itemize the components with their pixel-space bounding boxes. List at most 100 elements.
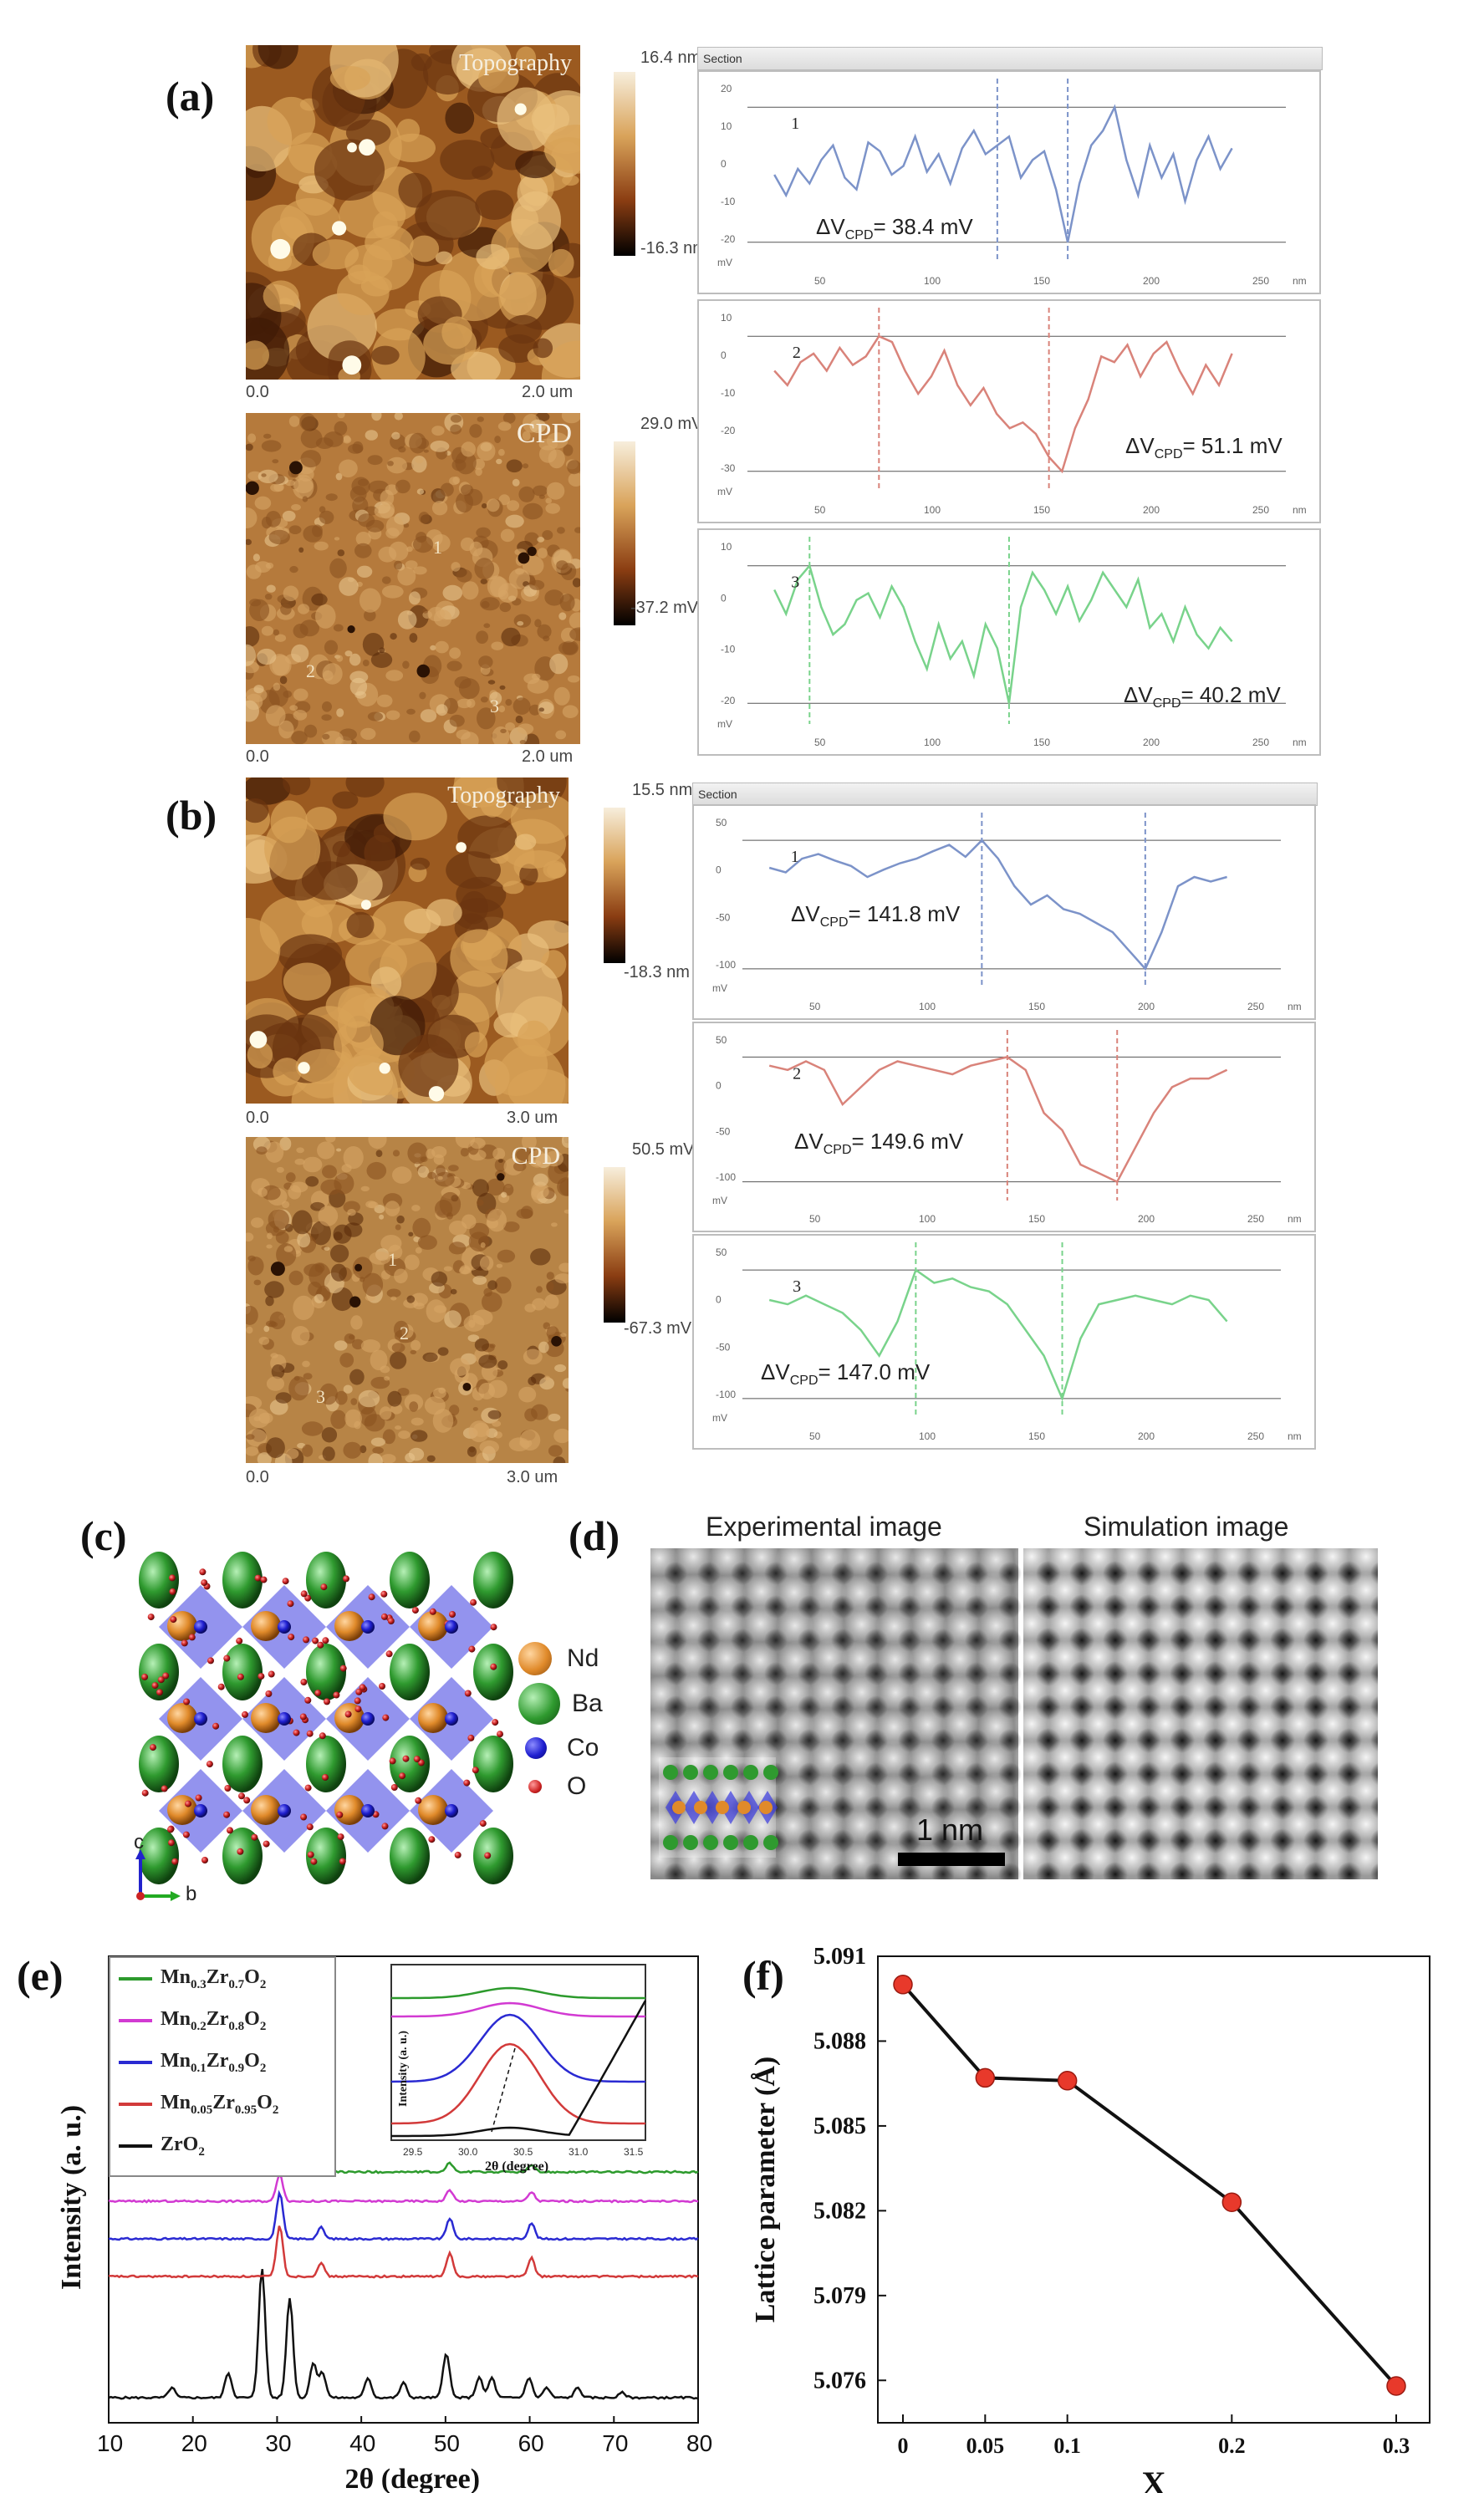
section-profile-b1: 50 0 -50 -100 mV 50 100 150 200 250 nm 1 ΔVCPD= 141…	[692, 804, 1316, 1020]
afm-grain	[561, 413, 580, 424]
afm-grain	[302, 1444, 314, 1457]
nd-atom	[251, 1795, 281, 1825]
afm-grain	[480, 597, 500, 611]
afm-grain	[261, 473, 267, 477]
afm-grain	[569, 627, 580, 641]
afm-grain	[448, 1221, 467, 1236]
y-tick-label: 0	[721, 592, 727, 604]
afm-grain	[435, 640, 449, 654]
afm-grain	[537, 624, 552, 640]
afm-grain	[557, 527, 565, 534]
afm-grain	[432, 1409, 454, 1433]
afm-grain	[517, 175, 548, 212]
nd-atom	[251, 1703, 281, 1733]
afm-bright-spot	[332, 221, 347, 236]
afm-grain	[330, 1263, 347, 1282]
afm-grain	[368, 1453, 383, 1463]
colorbar-max: 16.4 nm	[640, 48, 701, 67]
colorbar-min: -37.2 mV	[630, 599, 699, 617]
x-tick-label: 50	[814, 504, 826, 516]
afm-grain	[537, 537, 545, 543]
ba-atom	[703, 1835, 718, 1850]
afm-grain	[411, 1339, 421, 1351]
x-tick-label: 50	[814, 275, 826, 287]
afm-grain	[446, 660, 462, 671]
colorbar-min: -16.3 nm	[640, 239, 706, 257]
afm-grain	[479, 1256, 494, 1271]
afm-grain	[266, 1244, 273, 1249]
afm-grain	[331, 1287, 354, 1312]
afm-grain	[434, 1305, 447, 1313]
afm-title: CPD	[516, 418, 572, 449]
afm-grain	[246, 1326, 253, 1334]
ba-atom	[390, 1736, 430, 1792]
afm-grain	[276, 1166, 284, 1173]
o-atom	[299, 1713, 307, 1721]
sim-bright-column	[1348, 1639, 1378, 1675]
y-tick-label: 5.076	[813, 2368, 866, 2394]
afm-grain	[564, 1209, 569, 1214]
y-tick-label: 50	[716, 1246, 727, 1258]
inset-series-line	[391, 2000, 647, 2138]
afm-grain	[334, 1021, 384, 1067]
inset-series-line	[390, 2042, 645, 2125]
axis-start: 0.0	[246, 383, 269, 401]
y-tick-label: 0	[716, 1294, 722, 1306]
o-atom	[339, 1858, 346, 1865]
afm-grain	[450, 929, 508, 987]
afm-grain	[246, 443, 253, 451]
afm-grain	[398, 1034, 459, 1097]
o-atom	[344, 1710, 352, 1718]
o-atom	[413, 1756, 421, 1763]
afm-grain	[461, 484, 474, 496]
x-tick-label: 0.05	[966, 2434, 1005, 2458]
x-tick-label: 250	[1252, 737, 1269, 748]
afm-topography-b: Topography	[246, 777, 569, 1104]
afm-dark-spot	[289, 461, 303, 475]
y-tick-label: 5.082	[813, 2198, 866, 2224]
afm-grain	[409, 1401, 419, 1412]
afm-grain	[446, 1212, 453, 1220]
o-atom	[293, 1729, 300, 1736]
ba-atom	[683, 1835, 698, 1850]
afm-grain	[261, 1185, 281, 1201]
afm-grain	[479, 1440, 499, 1455]
afm-grain	[246, 340, 269, 370]
panel-label-c: (c)	[80, 1512, 127, 1559]
lattice-chart: 5.091 5.088 5.085 5.082 5.079 5.076 0 0.05 0.1 0.…	[750, 1944, 1430, 2493]
afm-grain	[293, 710, 308, 721]
afm-grain	[291, 731, 308, 744]
afm-grain	[448, 1165, 459, 1172]
coo6-octahedron	[721, 1791, 741, 1824]
o-atom	[224, 1785, 232, 1792]
afm-grain	[558, 641, 578, 655]
x-tick-label: 0.1	[1053, 2434, 1081, 2458]
section-header: Section	[697, 47, 1323, 70]
afm-grain	[553, 1456, 566, 1463]
afm-grain	[376, 694, 393, 707]
y-axis-unit: mV	[712, 982, 727, 994]
y-tick-label: -50	[716, 1125, 731, 1137]
afm-grain	[362, 238, 415, 291]
afm-grain	[478, 655, 493, 669]
afm-grain	[322, 733, 330, 740]
afm-grain	[419, 691, 426, 700]
crystal-structure	[139, 1552, 513, 1884]
afm-grain	[343, 1441, 362, 1459]
afm-grain	[469, 424, 482, 438]
nd-atom	[167, 1795, 197, 1825]
afm-grain	[394, 1268, 408, 1284]
afm-grain	[301, 861, 358, 900]
o-atom	[217, 1683, 225, 1690]
x-axis-unit: nm	[1293, 275, 1307, 287]
afm-title: Topography	[447, 783, 560, 808]
afm-dark-spot	[518, 552, 530, 564]
afm-grain	[449, 647, 461, 659]
x-tick-label: 100	[924, 275, 941, 287]
afm-bright-spot	[347, 142, 357, 153]
afm-grain	[395, 1425, 401, 1430]
afm-grain	[365, 430, 378, 441]
axis-c-label: c	[134, 1831, 144, 1853]
afm-grain	[409, 633, 418, 643]
nd-atom	[759, 1801, 773, 1814]
